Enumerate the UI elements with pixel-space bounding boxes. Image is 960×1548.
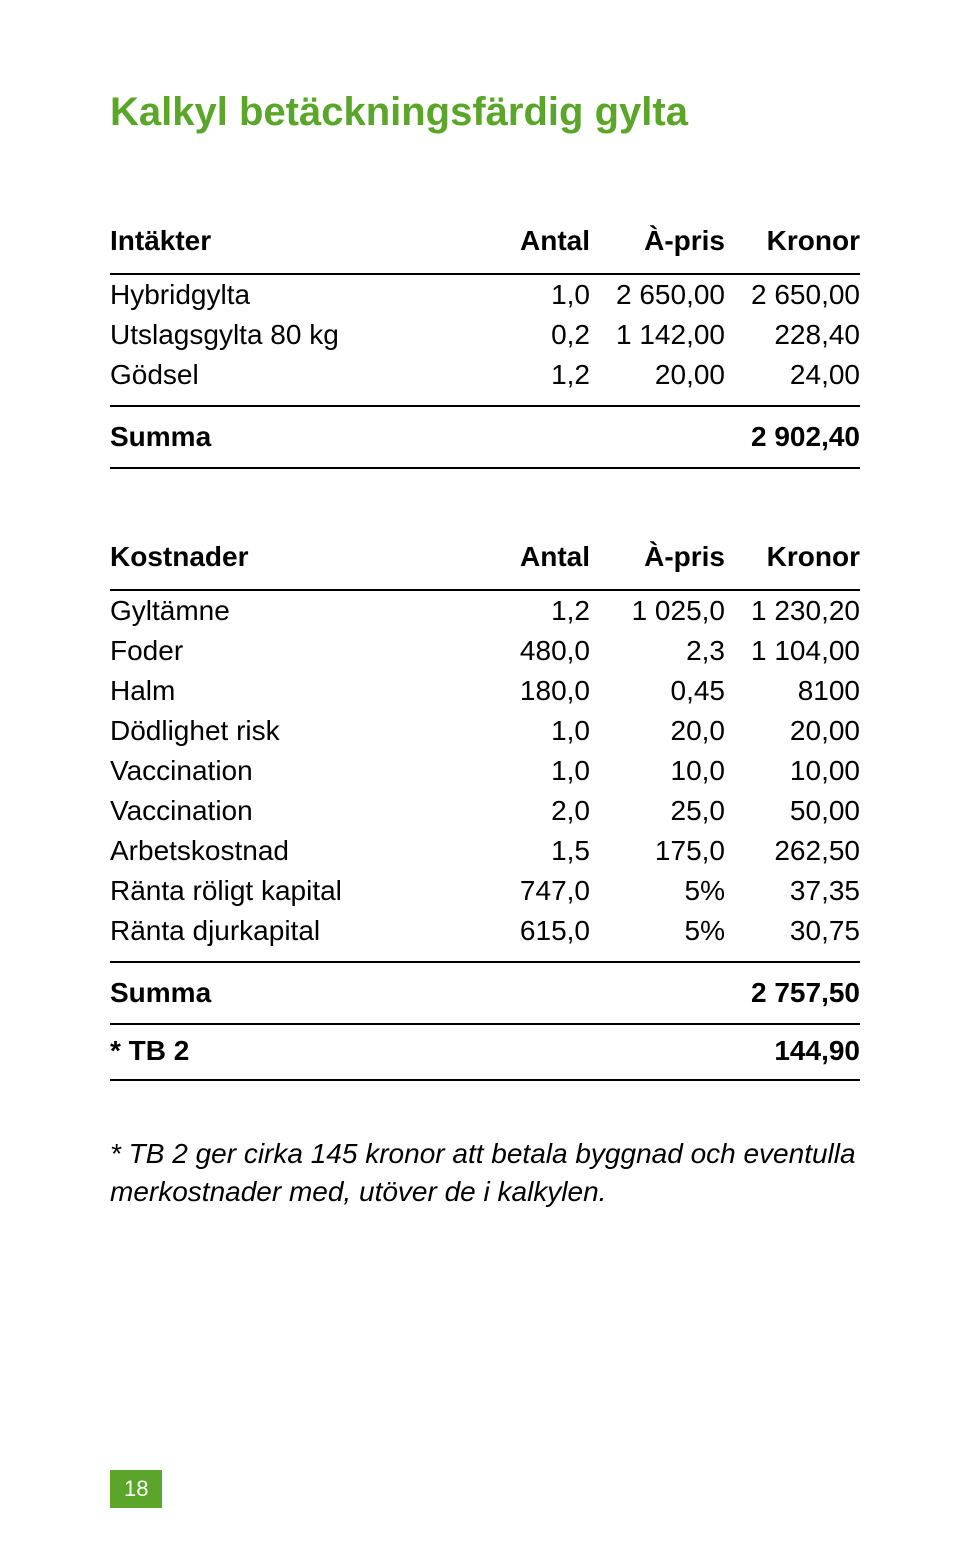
cell-amt: 262,50 (725, 831, 860, 871)
col-header-item: Kostnader (110, 529, 455, 590)
table-row: Utslagsgylta 80 kg 0,2 1 142,00 228,40 (110, 315, 860, 355)
table-row: Halm 180,0 0,45 8100 (110, 671, 860, 711)
table-row: Hybridgylta 1,0 2 650,00 2 650,00 (110, 274, 860, 315)
cell-price: 2,3 (590, 631, 725, 671)
cell-amt: 24,00 (725, 355, 860, 406)
cell-item: Dödlighet risk (110, 711, 455, 751)
cell-item: Gyltämne (110, 590, 455, 631)
cell-price: 25,0 (590, 791, 725, 831)
table-row: Dödlighet risk 1,0 20,0 20,00 (110, 711, 860, 751)
col-header-qty: Antal (455, 213, 590, 274)
cell-qty: 1,0 (455, 751, 590, 791)
cell-amt: 228,40 (725, 315, 860, 355)
col-header-price: À-pris (590, 529, 725, 590)
col-header-item: Intäkter (110, 213, 455, 274)
table-row: Ränta röligt kapital 747,0 5% 37,35 (110, 871, 860, 911)
cell-qty: 747,0 (455, 871, 590, 911)
cell-qty: 0,2 (455, 315, 590, 355)
cell-qty: 480,0 (455, 631, 590, 671)
cell-amt: 8100 (725, 671, 860, 711)
table-header-row: Kostnader Antal À-pris Kronor (110, 529, 860, 590)
sum-label: Summa (110, 962, 455, 1024)
tb-value: 144,90 (725, 1024, 860, 1080)
cell-item: Hybridgylta (110, 274, 455, 315)
cell-amt: 1 230,20 (725, 590, 860, 631)
cell-amt: 37,35 (725, 871, 860, 911)
cell-price: 175,0 (590, 831, 725, 871)
cell-qty: 1,5 (455, 831, 590, 871)
sum-row: Summa 2 902,40 (110, 406, 860, 468)
cell-amt: 2 650,00 (725, 274, 860, 315)
table-row: Gödsel 1,2 20,00 24,00 (110, 355, 860, 406)
sum-row: Summa 2 757,50 (110, 962, 860, 1024)
page-number-badge: 18 (110, 1470, 162, 1508)
section-gap (110, 469, 860, 529)
cell-qty: 615,0 (455, 911, 590, 962)
cell-price: 1 025,0 (590, 590, 725, 631)
table-row: Arbetskostnad 1,5 175,0 262,50 (110, 831, 860, 871)
cell-amt: 50,00 (725, 791, 860, 831)
cell-qty: 1,0 (455, 274, 590, 315)
table-row: Gyltämne 1,2 1 025,0 1 230,20 (110, 590, 860, 631)
cell-item: Vaccination (110, 751, 455, 791)
cell-item: Vaccination (110, 791, 455, 831)
table-header-row: Intäkter Antal À-pris Kronor (110, 213, 860, 274)
col-header-amt: Kronor (725, 213, 860, 274)
cell-item: Ränta röligt kapital (110, 871, 455, 911)
cell-qty: 2,0 (455, 791, 590, 831)
cell-amt: 10,00 (725, 751, 860, 791)
table-row: Vaccination 2,0 25,0 50,00 (110, 791, 860, 831)
cell-item: Halm (110, 671, 455, 711)
table-row: Vaccination 1,0 10,0 10,00 (110, 751, 860, 791)
footnote-text: * TB 2 ger cirka 145 kronor att betala b… (110, 1135, 860, 1211)
col-header-qty: Antal (455, 529, 590, 590)
cell-item: Arbetskostnad (110, 831, 455, 871)
sum-value: 2 757,50 (725, 962, 860, 1024)
cell-price: 2 650,00 (590, 274, 725, 315)
col-header-amt: Kronor (725, 529, 860, 590)
cell-qty: 1,2 (455, 590, 590, 631)
cell-amt: 20,00 (725, 711, 860, 751)
cell-price: 0,45 (590, 671, 725, 711)
cell-item: Ränta djurkapital (110, 911, 455, 962)
cell-price: 10,0 (590, 751, 725, 791)
page-title: Kalkyl betäckningsfärdig gylta (110, 90, 860, 135)
cell-price: 5% (590, 871, 725, 911)
cell-qty: 180,0 (455, 671, 590, 711)
page: Kalkyl betäckningsfärdig gylta Intäkter … (0, 0, 960, 1548)
cell-price: 20,00 (590, 355, 725, 406)
cell-item: Utslagsgylta 80 kg (110, 315, 455, 355)
sum-label: Summa (110, 406, 455, 468)
table-row: Ränta djurkapital 615,0 5% 30,75 (110, 911, 860, 962)
cell-amt: 1 104,00 (725, 631, 860, 671)
sum-value: 2 902,40 (725, 406, 860, 468)
cell-item: Foder (110, 631, 455, 671)
cell-price: 20,0 (590, 711, 725, 751)
table-row: Foder 480,0 2,3 1 104,00 (110, 631, 860, 671)
costs-table: Kostnader Antal À-pris Kronor Gyltämne 1… (110, 529, 860, 1081)
cell-item: Gödsel (110, 355, 455, 406)
tb-label: * TB 2 (110, 1024, 455, 1080)
income-table: Intäkter Antal À-pris Kronor Hybridgylta… (110, 213, 860, 469)
cell-qty: 1,0 (455, 711, 590, 751)
cell-qty: 1,2 (455, 355, 590, 406)
cell-price: 5% (590, 911, 725, 962)
cell-price: 1 142,00 (590, 315, 725, 355)
tb-row: * TB 2 144,90 (110, 1024, 860, 1080)
col-header-price: À-pris (590, 213, 725, 274)
cell-amt: 30,75 (725, 911, 860, 962)
